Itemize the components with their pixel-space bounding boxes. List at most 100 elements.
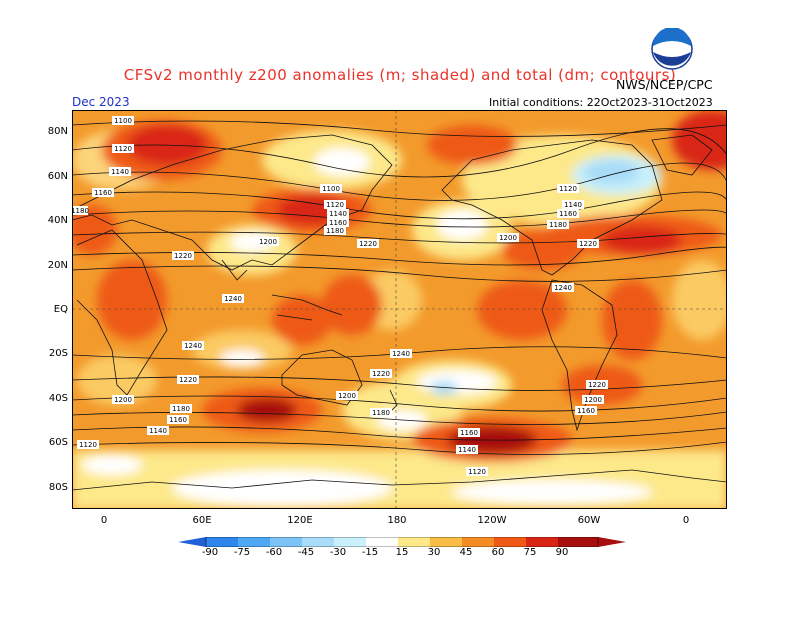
contour-label: 1100	[112, 116, 134, 125]
lat-label-60s: 60S	[48, 437, 68, 448]
colorbar-tick: 60	[491, 547, 505, 558]
colorbar-tick: 45	[459, 547, 473, 558]
contour-label: 1100	[320, 184, 342, 193]
colorbar-swatch	[302, 537, 334, 547]
svg-text:1200: 1200	[338, 392, 356, 400]
contour-label: 1160	[92, 188, 114, 197]
colorbar-swatch	[526, 537, 558, 547]
colorbar-swatch	[238, 537, 270, 547]
svg-text:1140: 1140	[111, 168, 129, 176]
colorbar-swatch	[334, 537, 366, 547]
svg-text:1220: 1220	[174, 252, 192, 260]
colorbar-swatch	[430, 537, 462, 547]
noaa-logo-icon: NOAA	[651, 28, 693, 70]
lon-label-60w: 60W	[577, 515, 601, 526]
svg-text:1220: 1220	[588, 381, 606, 389]
contour-label: 1240	[390, 349, 412, 358]
svg-text:1140: 1140	[564, 201, 582, 209]
svg-text:1220: 1220	[359, 240, 377, 248]
contour-label: 1240	[222, 294, 244, 303]
svg-text:1100: 1100	[322, 185, 340, 193]
contour-label: 1220	[172, 251, 194, 260]
colorbar-tick: -30	[329, 547, 347, 558]
svg-text:1180: 1180	[549, 221, 567, 229]
contour-label: 1160	[327, 218, 349, 227]
contour-label: 1120	[466, 467, 488, 476]
colorbar	[178, 537, 626, 547]
svg-text:1100: 1100	[114, 117, 132, 125]
svg-text:NOAA: NOAA	[659, 45, 685, 54]
contour-label: 1180	[170, 404, 192, 413]
colorbar-swatch	[598, 537, 626, 547]
colorbar-tick: 30	[427, 547, 441, 558]
lat-label-80n: 80N	[47, 126, 68, 137]
contour-label: 1140	[456, 445, 478, 454]
agency-label: NWS/NCEP/CPC	[616, 77, 713, 92]
contour-label: 1180	[547, 220, 569, 229]
contour-label: 1200	[497, 233, 519, 242]
contour-label: 1180	[72, 206, 89, 215]
svg-text:1180: 1180	[172, 405, 190, 413]
lat-label-20s: 20S	[48, 348, 68, 359]
svg-text:1160: 1160	[329, 219, 347, 227]
svg-text:1200: 1200	[259, 238, 277, 246]
svg-text:1160: 1160	[559, 210, 577, 218]
contour-label: 1160	[167, 415, 189, 424]
svg-text:1120: 1120	[79, 441, 97, 449]
svg-text:1140: 1140	[458, 446, 476, 454]
colorbar-swatch	[270, 537, 302, 547]
contour-label: 1140	[327, 209, 349, 218]
contour-label: 1200	[336, 391, 358, 400]
lon-label-120e: 120E	[287, 515, 313, 526]
contour-label: 1200	[582, 395, 604, 404]
valid-month: Dec 2023	[72, 95, 130, 109]
contour-label: 1160	[458, 428, 480, 437]
svg-text:1120: 1120	[114, 145, 132, 153]
lat-label-40n: 40N	[47, 215, 68, 226]
svg-text:1240: 1240	[392, 350, 410, 358]
colorbar-tick: -60	[265, 547, 283, 558]
contour-label: 1220	[370, 369, 392, 378]
svg-text:1180: 1180	[326, 227, 344, 235]
contour-label: 1220	[177, 375, 199, 384]
svg-text:1240: 1240	[224, 295, 242, 303]
svg-text:1120: 1120	[326, 201, 344, 209]
contour-label: 1220	[172, 251, 194, 260]
lon-label-0-east: 0	[682, 515, 690, 526]
contour-label: 1160	[575, 406, 597, 415]
lat-label-80s: 80S	[48, 482, 68, 493]
contour-label: 1120	[77, 440, 99, 449]
colorbar-tick: 90	[555, 547, 569, 558]
svg-text:1160: 1160	[460, 429, 478, 437]
svg-text:1120: 1120	[468, 468, 486, 476]
svg-text:1200: 1200	[499, 234, 517, 242]
colorbar-swatch	[494, 537, 526, 547]
colorbar-tick: -90	[201, 547, 219, 558]
svg-text:1180: 1180	[72, 207, 89, 215]
contour-label: 1180	[324, 226, 346, 235]
contour-label: 1120	[557, 184, 579, 193]
contour-label: 1140	[109, 167, 131, 176]
contour-label: 1220	[357, 239, 379, 248]
lon-label-0: 0	[100, 515, 108, 526]
contour-label: 1120	[324, 200, 346, 209]
contour-label: 1180	[370, 408, 392, 417]
contour-label: 1140	[147, 426, 169, 435]
initial-conditions: Initial conditions: 22Oct2023-31Oct2023	[489, 96, 713, 109]
colorbar-tick: 15	[395, 547, 409, 558]
svg-text:1160: 1160	[94, 189, 112, 197]
svg-text:1220: 1220	[579, 240, 597, 248]
svg-text:1200: 1200	[584, 396, 602, 404]
contour-label: 1240	[182, 341, 204, 350]
lon-label-60e: 60E	[192, 515, 212, 526]
colorbar-swatch	[558, 537, 598, 547]
colorbar-swatch	[178, 537, 206, 547]
colorbar-tick: 75	[523, 547, 537, 558]
lat-label-eq: EQ	[53, 304, 68, 315]
colorbar-swatch	[206, 537, 238, 547]
colorbar-tick: -45	[297, 547, 315, 558]
chart-title: CFSv2 monthly z200 anomalies (m; shaded)…	[123, 66, 677, 84]
svg-text:1180: 1180	[372, 409, 390, 417]
colorbar-swatch	[462, 537, 494, 547]
svg-text:1220: 1220	[372, 370, 390, 378]
